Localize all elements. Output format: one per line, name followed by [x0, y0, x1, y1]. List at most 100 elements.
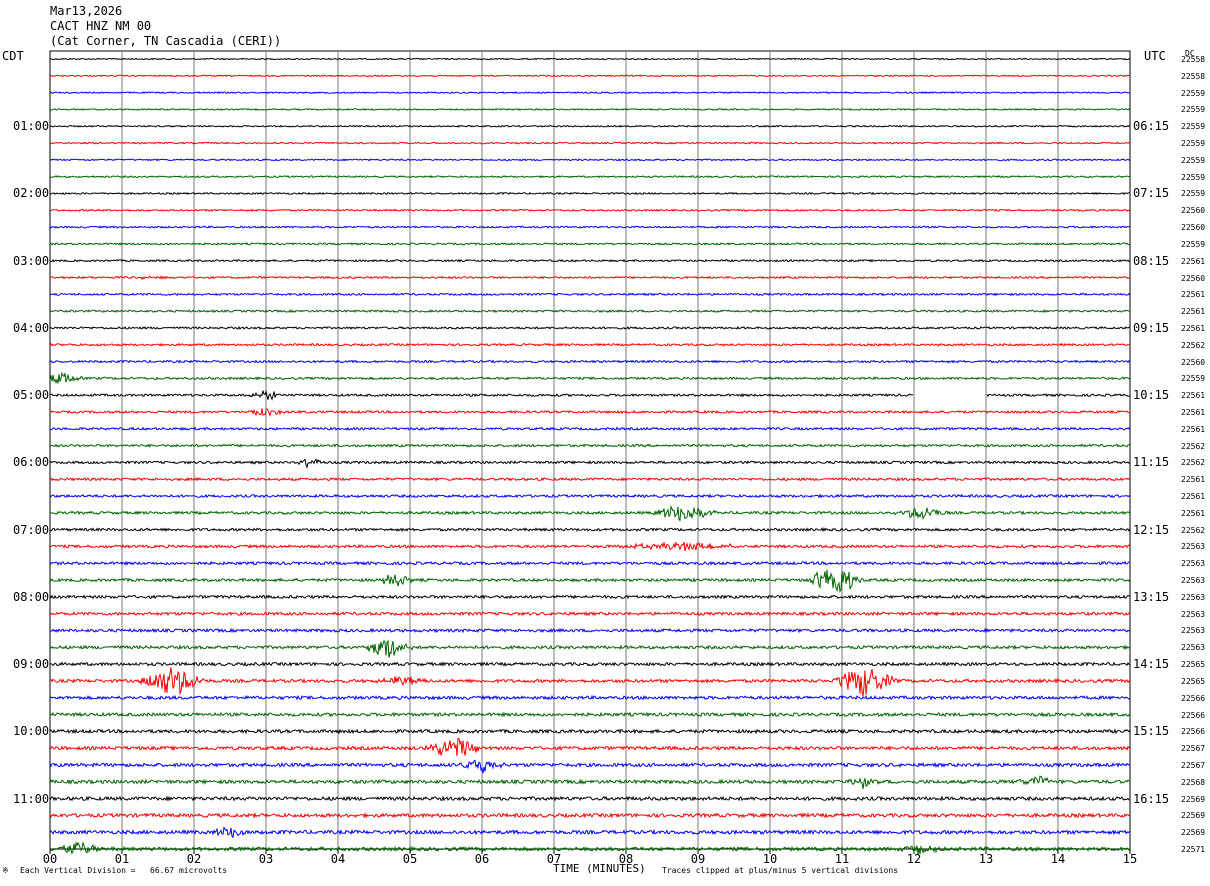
trace-line [50, 258, 1131, 263]
dc-value: 22562 [1181, 525, 1206, 535]
x-tick-label: 12 [907, 852, 921, 866]
trace-line [49, 242, 1131, 246]
left-time-label: 03:00 [13, 253, 50, 268]
dc-value: 22565 [1181, 660, 1206, 670]
x-tick-label: 02 [187, 852, 201, 866]
x-tick-label: 14 [1051, 852, 1065, 866]
trace-line [49, 426, 1131, 432]
dc-value: 22559 [1181, 139, 1206, 149]
dc-value: 22566 [1181, 693, 1206, 703]
trace-line [49, 737, 1131, 757]
dc-value: 22558 [1181, 55, 1206, 64]
trace-line [49, 493, 1131, 499]
trace-line [49, 275, 1130, 281]
dc-value: 22559 [1181, 88, 1206, 98]
trace-line [49, 174, 1131, 179]
scale-note: Each Vertical Division = 66.67 microvolt… [20, 866, 228, 875]
header-date: Mar13,2026 [50, 4, 123, 18]
trace-line [49, 74, 1131, 78]
trace-line [49, 359, 1131, 364]
trace-line [49, 408, 1131, 418]
dc-value: 22566 [1181, 727, 1206, 737]
footer-mark: ※ [2, 866, 9, 875]
dc-value: 22562 [1181, 458, 1206, 468]
trace-line [49, 458, 1131, 470]
right-timezone-label: UTC [1144, 49, 1166, 63]
x-tick-label: 05 [403, 852, 417, 866]
dc-value: 22561 [1181, 290, 1206, 300]
trace-line [49, 292, 1131, 297]
trace-line [49, 325, 1130, 330]
dc-value: 22567 [1181, 760, 1206, 770]
trace-line [49, 158, 1131, 162]
dc-value: 22561 [1181, 407, 1206, 417]
left-time-label: 01:00 [13, 119, 50, 134]
x-tick-label: 11 [835, 852, 849, 866]
right-time-label: 16:15 [1133, 791, 1170, 806]
trace-line [49, 694, 1131, 701]
dc-value: 22559 [1181, 189, 1206, 199]
right-time-label: 13:15 [1133, 589, 1170, 604]
right-time-label: 12:15 [1133, 522, 1170, 537]
dc-value: 22563 [1181, 626, 1206, 636]
dc-value: 22560 [1181, 206, 1206, 216]
dc-value: 22569 [1181, 828, 1206, 838]
trace-line [49, 541, 1131, 552]
left-timezone-label: CDT [2, 49, 24, 63]
dc-value: 22560 [1181, 273, 1206, 283]
left-time-label: 04:00 [13, 320, 50, 335]
x-tick-label: 08 [619, 852, 633, 866]
header-station: (Cat Corner, TN Cascadia (CERI)) [50, 34, 282, 48]
trace-line [49, 107, 1131, 111]
dc-value: 22569 [1181, 811, 1206, 821]
trace-line [49, 371, 1131, 385]
dc-value: 22567 [1181, 744, 1206, 754]
dc-value: 22560 [1181, 223, 1206, 233]
left-time-label: 07:00 [13, 522, 50, 537]
trace-line [49, 124, 1131, 128]
trace-line [49, 476, 1131, 482]
right-time-label: 11:15 [1133, 455, 1170, 470]
dc-value: 22562 [1181, 340, 1206, 350]
dc-value: 22559 [1181, 374, 1206, 384]
dc-value: 22563 [1181, 643, 1206, 653]
left-time-label: 02:00 [13, 186, 50, 201]
plot-frame [49, 50, 1131, 850]
dc-value: 22562 [1181, 441, 1206, 451]
x-tick-label: 03 [259, 852, 273, 866]
x-tick-label: 07 [547, 852, 561, 866]
trace-line [49, 661, 1130, 667]
clip-note: Traces clipped at plus/minus 5 vertical … [662, 866, 899, 875]
dc-value: 22561 [1181, 424, 1206, 434]
dc-value: 22561 [1181, 307, 1206, 317]
trace-line [49, 569, 1131, 594]
dc-value: 22561 [1181, 391, 1206, 401]
left-time-label: 09:00 [13, 657, 50, 672]
trace-line [49, 560, 1130, 566]
dc-value: 22559 [1181, 172, 1206, 182]
dc-value: 22559 [1181, 155, 1206, 165]
dc-header: DC [1185, 49, 1195, 58]
trace-line [49, 611, 1131, 617]
trace-line [49, 594, 1131, 600]
trace-line [49, 841, 1131, 855]
trace-line [49, 639, 1131, 658]
trace-line [49, 342, 1131, 347]
trace-line [49, 309, 1131, 314]
dc-value: 22565 [1181, 676, 1206, 686]
x-tick-label: 01 [115, 852, 129, 866]
trace-line [49, 57, 1131, 61]
x-tick-label: 13 [979, 852, 993, 866]
dc-value: 22559 [1181, 122, 1206, 132]
dc-value: 22566 [1181, 710, 1206, 720]
trace-line [49, 795, 1131, 802]
dc-value: 22563 [1181, 542, 1206, 552]
x-axis-title: TIME (MINUTES) [553, 862, 646, 875]
trace-line [49, 225, 1131, 229]
trace-line [49, 389, 1131, 401]
left-time-label: 10:00 [13, 724, 50, 739]
trace-line [49, 141, 1131, 145]
trace-line [49, 711, 1131, 718]
right-time-label: 10:15 [1133, 388, 1170, 403]
